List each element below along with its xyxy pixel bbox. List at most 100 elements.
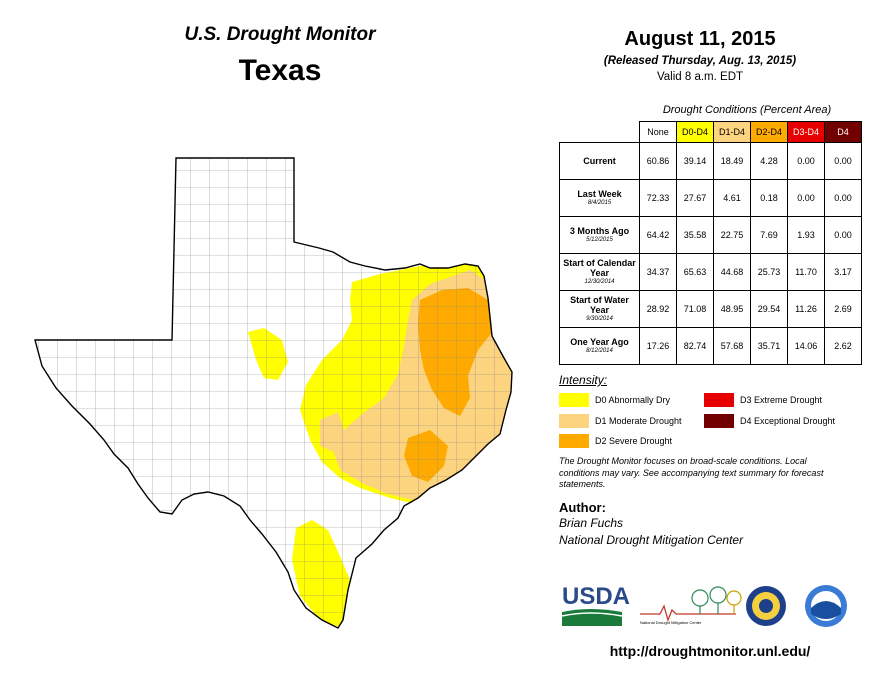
legend-label-d1: D1 Moderate Drought: [595, 416, 682, 426]
texas-drought-map: [34, 157, 513, 629]
row-date: 8/12/2014: [586, 348, 613, 354]
cell-d4: 2.62: [824, 327, 862, 365]
conditions-table-title: Drought Conditions (Percent Area): [662, 104, 832, 116]
legend-item-d2: D2 Severe Drought: [559, 434, 672, 448]
row-date: 8/4/2015: [587, 200, 612, 206]
cell-d0-d4: 27.67: [676, 179, 714, 217]
agency-logos: USDA National Drought Mitigation Center: [561, 583, 847, 627]
row-label: Start of Water Year 9/30/2014: [559, 290, 640, 328]
disclaimer-note: The Drought Monitor focuses on broad-sca…: [559, 456, 824, 489]
table-row-start-of-water-year: Start of Water Year 9/30/2014 28.92 71.08…: [559, 290, 862, 328]
row-label: One Year Ago 8/12/2014: [559, 327, 640, 365]
valid-time: Valid 8 a.m. EDT: [656, 71, 744, 83]
cell-d0-d4: 35.58: [676, 216, 714, 254]
legend-swatch-d1: [559, 414, 589, 428]
map-source-title: U.S. Drought Monitor: [184, 24, 376, 45]
ndmc-logo: National Drought Mitigation Center: [640, 586, 742, 625]
cell-d2-d4: 0.18: [750, 179, 788, 217]
cell-d2-d4: 4.28: [750, 142, 788, 180]
row-label-text: One Year Ago: [570, 337, 629, 347]
header-d0-d4: D0-D4: [676, 121, 714, 143]
ndmc-logo-text: National Drought Mitigation Center: [640, 620, 702, 625]
website-url: http://droughtmonitor.unl.edu/: [609, 643, 811, 659]
row-label: Start of Calendar Year 12/30/2014: [559, 253, 640, 291]
table-header-row: None D0-D4 D1-D4 D2-D4 D3-D4 D4: [560, 121, 862, 143]
cell-d1-d4: 22.75: [713, 216, 751, 254]
row-date: 9/30/2014: [586, 316, 613, 322]
table-row-current: Current 60.86 39.14 18.49 4.28 0.00 0.00: [559, 142, 862, 180]
header-blank-cell: [560, 122, 640, 143]
table-row-start-of-calendar-year: Start of Calendar Year 12/30/2014 34.37 6…: [559, 253, 862, 291]
cell-d4: 2.69: [824, 290, 862, 328]
author-heading: Author:: [559, 500, 606, 515]
valid-date: August 11, 2015: [624, 28, 776, 50]
cell-none: 64.42: [639, 216, 677, 254]
cell-d2-d4: 7.69: [750, 216, 788, 254]
legend-item-d3: D3 Extreme Drought: [704, 393, 822, 407]
cell-none: 17.26: [639, 327, 677, 365]
row-date: 5/12/2015: [586, 237, 613, 243]
cell-none: 60.86: [639, 142, 677, 180]
cell-none: 28.92: [639, 290, 677, 328]
cell-d1-d4: 57.68: [713, 327, 751, 365]
cell-d2-d4: 25.73: [750, 253, 788, 291]
cell-d1-d4: 18.49: [713, 142, 751, 180]
cell-d0-d4: 65.63: [676, 253, 714, 291]
row-label: Last Week 8/4/2015: [559, 179, 640, 217]
cell-none: 34.37: [639, 253, 677, 291]
author-name: Brian Fuchs: [559, 516, 624, 530]
header-d1-d4: D1-D4: [713, 121, 751, 143]
cell-d3-d4: 11.70: [787, 253, 825, 291]
map-state-title: Texas: [238, 54, 322, 87]
table-row-last-week: Last Week 8/4/2015 72.33 27.67 4.61 0.18 …: [559, 179, 862, 217]
row-label-text: Current: [583, 156, 616, 166]
legend-label-d3: D3 Extreme Drought: [740, 395, 823, 405]
cell-d4: 3.17: [824, 253, 862, 291]
legend-item-d1: D1 Moderate Drought: [559, 414, 682, 428]
row-label-text: 3 Months Ago: [569, 226, 630, 236]
drought-conditions-table: None D0-D4 D1-D4 D2-D4 D3-D4 D4 Current …: [559, 121, 862, 365]
cell-d0-d4: 71.08: [676, 290, 714, 328]
release-date: (Released Thursday, Aug. 13, 2015): [603, 55, 797, 67]
cell-d1-d4: 44.68: [713, 253, 751, 291]
legend-item-d0: D0 Abnormally Dry: [559, 393, 670, 407]
cell-d3-d4: 11.26: [787, 290, 825, 328]
cell-d0-d4: 82.74: [676, 327, 714, 365]
cell-d1-d4: 48.95: [713, 290, 751, 328]
row-label: Current: [559, 142, 640, 180]
legend-swatch-d3: [704, 393, 734, 407]
cell-d3-d4: 14.06: [787, 327, 825, 365]
table-row-3-months-ago: 3 Months Ago 5/12/2015 64.42 35.58 22.75 …: [559, 216, 862, 254]
legend-swatch-d4: [704, 414, 734, 428]
cell-d2-d4: 35.71: [750, 327, 788, 365]
intensity-legend-title: Intensity:: [559, 373, 608, 387]
legend-swatch-d2: [559, 434, 589, 448]
header-d2-d4: D2-D4: [750, 121, 788, 143]
noaa-logo-icon: [805, 585, 847, 627]
cell-d3-d4: 1.93: [787, 216, 825, 254]
cell-d1-d4: 4.61: [713, 179, 751, 217]
usda-logo: USDA: [561, 583, 630, 626]
row-label: 3 Months Ago 5/12/2015: [559, 216, 640, 254]
legend-label-d2: D2 Severe Drought: [595, 436, 673, 446]
doc-seal-icon: [746, 586, 786, 626]
legend-item-d4: D4 Exceptional Drought: [704, 414, 835, 428]
row-label-text: Start of Water Year: [570, 295, 629, 315]
legend-swatch-d0: [559, 393, 589, 407]
row-date: 12/30/2014: [584, 279, 615, 285]
legend-label-d0: D0 Abnormally Dry: [595, 395, 671, 405]
cell-d4: 0.00: [824, 179, 862, 217]
cell-none: 72.33: [639, 179, 677, 217]
cell-d0-d4: 39.14: [676, 142, 714, 180]
cell-d2-d4: 29.54: [750, 290, 788, 328]
table-row-one-year-ago: One Year Ago 8/12/2014 17.26 82.74 57.68 …: [559, 327, 862, 365]
header-d4: D4: [824, 121, 862, 143]
usda-logo-text: USDA: [562, 583, 630, 610]
header-d3-d4: D3-D4: [787, 121, 825, 143]
cell-d4: 0.00: [824, 216, 862, 254]
header-none: None: [639, 121, 677, 143]
row-label-text: Start of Calendar Year: [563, 258, 636, 278]
author-organization: National Drought Mitigation Center: [559, 533, 744, 547]
cell-d3-d4: 0.00: [787, 142, 825, 180]
legend-label-d4: D4 Exceptional Drought: [740, 416, 836, 426]
